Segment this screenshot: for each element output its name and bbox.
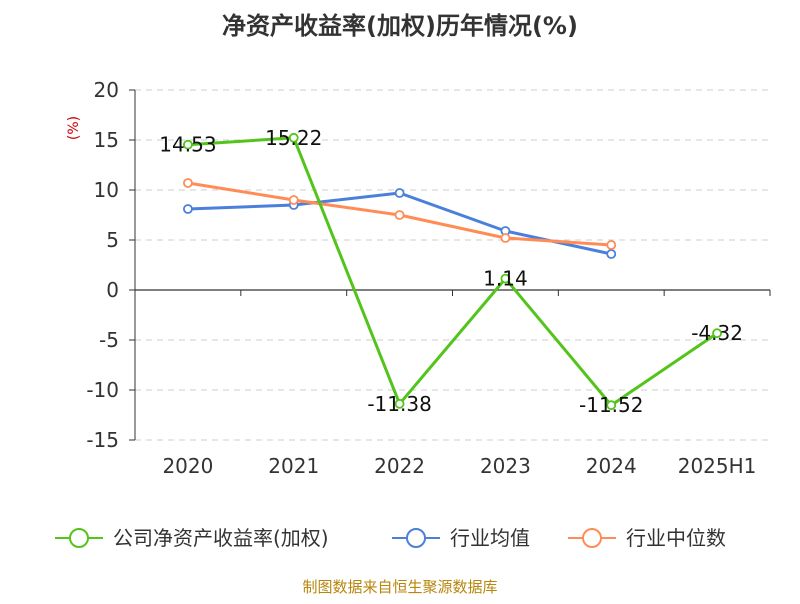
x-tick-label: 2020 [162,454,213,478]
axes: 20 15 10 5 0 -5 -10 -15 2020 2021 2022 2023 2024 2025… [86,78,771,478]
y-tick-label: -5 [99,328,119,352]
x-tick-label: 2021 [268,454,319,478]
source-note: 制图数据来自恒生聚源数据库 [302,578,497,596]
y-axis-unit-label: (%) [66,116,82,140]
y-tick-label: 10 [94,178,119,202]
data-point [394,188,405,198]
grid-lines [135,89,770,441]
data-label: -11.52 [579,393,643,417]
data-point [394,210,405,220]
x-tick-label: 2025H1 [678,454,757,478]
series-lines [183,132,722,411]
data-point [288,195,299,205]
data-label: 15.22 [265,126,322,150]
data-label: -4.32 [691,321,743,345]
data-point [712,328,722,339]
y-tick-label: 5 [106,228,119,252]
data-point [606,400,617,411]
chart-title: 净资产收益率(加权)历年情况(%) [222,12,578,40]
data-point [183,178,193,188]
legend-label: 行业均值 [450,526,530,550]
y-tick-label: 20 [94,78,119,102]
data-point [606,249,617,259]
data-point [394,398,405,409]
y-tick-label: 0 [106,278,119,302]
data-point [183,204,193,214]
series-line [186,136,719,407]
data-point [606,240,617,250]
data-label: 14.53 [159,133,216,157]
legend-swatch-marker [69,528,89,548]
data-point [500,273,511,284]
data-labels: 14.53 15.22 -11.38 1.14 -11.52 -4.32 [159,126,743,417]
x-tick-label: 2022 [374,454,425,478]
data-label: 1.14 [483,267,528,291]
data-point [183,139,193,150]
legend-swatch-marker [406,528,426,548]
x-tick-label: 2023 [480,454,531,478]
y-tick-label: 15 [94,128,119,152]
legend: 公司净资产收益率(加权) 行业均值 行业中位数 [55,526,726,550]
legend-swatch-marker [582,528,602,548]
y-tick-label: -15 [86,428,119,452]
x-tick-label: 2024 [586,454,637,478]
data-point [500,233,511,243]
data-point [288,132,299,143]
data-label: -11.38 [367,392,431,416]
y-tick-label: -10 [86,378,119,402]
legend-label: 行业中位数 [626,526,726,550]
series-line [186,191,613,256]
legend-label: 公司净资产收益率(加权) [113,526,329,550]
